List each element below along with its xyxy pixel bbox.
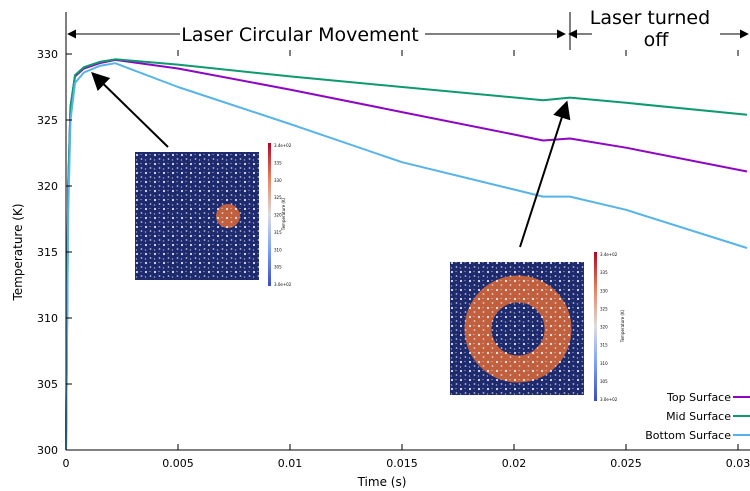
inset-2-colorbar-max: 3.4e+02	[600, 252, 618, 257]
colorbar-tick-label: 330	[600, 288, 608, 293]
phase-annotations: Laser Circular Movement Laser turned off	[65, 7, 749, 51]
inset-1-hot-spot	[216, 204, 240, 228]
y-tick-label: 330	[37, 48, 58, 61]
legend: Top Surface Mid Surface Bottom Surface	[645, 391, 750, 442]
phase2-label: Laser turned off	[590, 7, 716, 51]
y-tick-label: 300	[37, 444, 58, 457]
colorbar-tick-label: 310	[600, 361, 608, 366]
colorbar-tick-label: 315	[274, 230, 282, 235]
inset-2-colorbar-label: Temperature (K)	[620, 309, 625, 343]
x-tick-label: 0.03	[726, 457, 750, 470]
inset-1-colorbar-min: 3.0e+02	[274, 282, 292, 287]
colorbar-tick-label: 325	[600, 306, 608, 311]
phase2-label-line2: off	[644, 29, 670, 51]
inset-2-colorbar-min: 3.0e+02	[600, 397, 618, 402]
x-tick-label: 0.02	[502, 457, 527, 470]
inset-1-colorbar	[268, 143, 271, 286]
phase2-label-line1: Laser turned	[590, 7, 710, 29]
y-tick-label: 320	[37, 180, 58, 193]
y-tick-label: 325	[37, 114, 58, 127]
inset-2-hot-ring	[464, 275, 572, 383]
colorbar-tick-label: 330	[274, 178, 282, 183]
series-layer	[65, 58, 748, 451]
y-tick-label: 310	[37, 312, 58, 325]
inset-hot-ring: 3.4e+02 335 330 325 320 315 310 305 3.0e+02 Te…	[450, 252, 625, 402]
x-tick-label: 0.01	[278, 457, 303, 470]
legend-label: Top Surface	[666, 391, 731, 404]
colorbar-tick-label: 310	[274, 247, 282, 252]
series-line-mid-surface	[65, 58, 748, 451]
colorbar-tick-label: 335	[274, 160, 282, 165]
inset-hot-spot: 3.4e+02 335 330 325 320 315 310 305 3.0e+02 Te…	[135, 143, 292, 287]
y-axis-label: Temperature (K)	[11, 203, 25, 301]
x-tick-label: 0	[63, 457, 70, 470]
legend-label: Bottom Surface	[645, 429, 731, 442]
x-tick-label: 0.015	[386, 457, 418, 470]
inset-1-colorbar-label: Temperature (K)	[281, 197, 286, 231]
pointer-arrow-1	[91, 71, 169, 148]
inset-1-colorbar-max: 3.4e+02	[274, 143, 292, 148]
series-line-bottom-surface	[65, 62, 748, 451]
inset-2-colorbar	[594, 252, 597, 401]
axes: 0 0.005 0.01 0.015 0.02 0.025 0.03 300 305 310 315…	[11, 48, 750, 489]
colorbar-tick-label: 315	[600, 343, 608, 348]
legend-label: Mid Surface	[666, 410, 731, 423]
x-axis-label: Time (s)	[357, 475, 407, 489]
x-tick-label: 0.005	[162, 457, 194, 470]
colorbar-tick-label: 305	[600, 379, 608, 384]
colorbar-tick-label: 305	[274, 265, 282, 270]
y-tick-label: 305	[37, 378, 58, 391]
phase1-label: Laser Circular Movement	[181, 24, 419, 46]
y-tick-label: 315	[37, 246, 58, 259]
pointer-arrow-2	[519, 100, 571, 248]
colorbar-tick-label: 320	[274, 213, 282, 218]
inset-pointers	[91, 71, 571, 248]
colorbar-tick-label: 320	[600, 325, 608, 330]
inset-1-mesh	[135, 152, 259, 280]
colorbar-tick-label: 325	[274, 195, 282, 200]
inset-2-colorbar-ticks: 335 330 325 320 315 310 305	[600, 270, 608, 384]
x-tick-label: 0.025	[610, 457, 642, 470]
colorbar-tick-label: 335	[600, 270, 608, 275]
inset-1-colorbar-ticks: 335 330 325 320 315 310 305	[274, 160, 282, 269]
